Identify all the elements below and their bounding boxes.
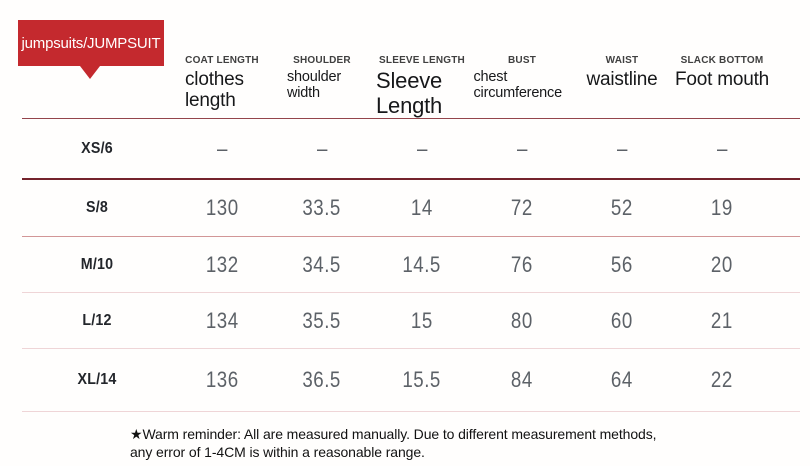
column-label: BUST (507, 55, 537, 66)
value-cell: 84 (511, 367, 533, 392)
value-cell: 64 (611, 367, 633, 392)
value-cell: 76 (511, 251, 533, 277)
value-cell: 22 (711, 367, 733, 392)
column-label: COAT LENGTH (185, 55, 259, 66)
column-label: SLEEVE LENGTH (379, 55, 465, 66)
size-table: COAT LENGTH clothes length SHOULDER shou… (22, 52, 800, 412)
column-header-waist: WAIST waistline (572, 52, 672, 90)
value-cell: 14 (411, 195, 433, 220)
value-cell: 19 (711, 195, 733, 220)
size-label: XS/6 (81, 139, 113, 157)
warm-reminder-note: ★Warm reminder: All are measured manuall… (130, 426, 657, 460)
value-cell: – (416, 135, 428, 161)
value-cell: 36.5 (302, 367, 342, 392)
table-row-xs6: XS/6 – – – – – – (22, 119, 800, 180)
value-cell: 134 (205, 307, 239, 333)
table-row-l12: L/12 134 35.5 15 80 60 21 (22, 293, 800, 349)
value-cell: – (516, 135, 528, 161)
value-cell: 132 (205, 251, 239, 277)
value-cell: – (316, 135, 328, 161)
value-cell: 56 (611, 251, 633, 277)
column-header-bust: BUST chest circumference (472, 52, 572, 102)
column-sublabel: chest circumference (473, 69, 563, 102)
badge-pointer-icon (80, 66, 100, 79)
value-cell: 21 (711, 307, 733, 333)
table-row-xl14: XL/14 136 36.5 15.5 84 64 22 (22, 349, 800, 412)
category-badge: jumpsuits/JUMPSUIT (18, 20, 164, 79)
header-cell-empty (22, 52, 172, 55)
value-cell: 60 (611, 307, 633, 333)
value-cell: 35.5 (302, 307, 342, 333)
size-label: S/8 (86, 199, 108, 216)
value-cell: 34.5 (302, 251, 342, 277)
category-badge-label: jumpsuits/JUMPSUIT (21, 34, 161, 52)
column-sublabel: clothes length (185, 69, 244, 112)
value-cell: – (216, 135, 228, 161)
value-cell: – (716, 135, 728, 161)
value-cell: 72 (511, 195, 533, 220)
value-cell: 136 (205, 367, 239, 392)
table-header-row: COAT LENGTH clothes length SHOULDER shou… (22, 52, 800, 119)
column-header-sleeve-length: SLEEVE LENGTH Sleeve Length (372, 52, 472, 118)
value-cell: – (616, 135, 628, 161)
footer: ★Warm reminder: All are measured manuall… (0, 426, 810, 462)
value-cell: 20 (711, 251, 733, 277)
column-header-slack-bottom: SLACK BOTTOM Foot mouth (672, 52, 772, 90)
column-sublabel: Sleeve Length (376, 68, 443, 118)
column-sublabel: waistline (586, 69, 658, 90)
value-cell: 15.5 (402, 367, 442, 392)
value-cell: 80 (511, 307, 533, 333)
column-header-shoulder: SHOULDER shoulder width (272, 52, 372, 102)
value-cell: 52 (611, 195, 633, 220)
value-cell: 33.5 (302, 195, 342, 220)
value-cell: 130 (205, 195, 239, 220)
column-sublabel: shoulder width (287, 69, 342, 102)
size-label: L/12 (82, 311, 112, 329)
table-row-m10: M/10 132 34.5 14.5 76 56 20 (22, 237, 800, 293)
column-label: SLACK BOTTOM (680, 55, 764, 66)
size-label: M/10 (80, 255, 114, 273)
value-cell: 15 (411, 307, 433, 333)
column-label: SHOULDER (293, 55, 351, 66)
column-header-coat-length: COAT LENGTH clothes length (172, 52, 272, 112)
column-sublabel: Foot mouth (674, 69, 770, 90)
column-label: WAIST (605, 55, 639, 66)
size-label: XL/14 (77, 371, 117, 388)
table-row-s8: S/8 130 33.5 14 72 52 19 (22, 180, 800, 237)
value-cell: 14.5 (402, 251, 442, 277)
